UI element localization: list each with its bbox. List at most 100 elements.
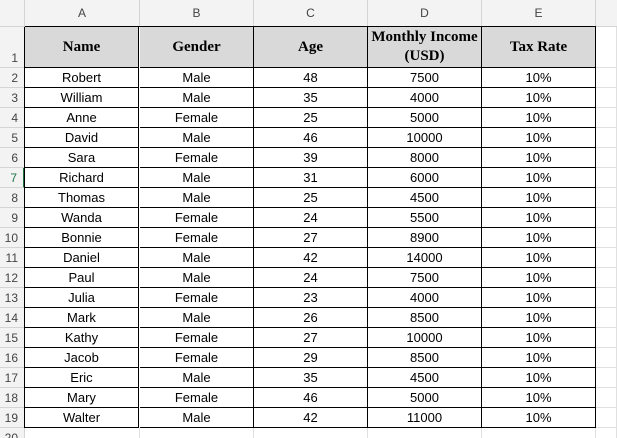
cell[interactable]: 10% (482, 388, 596, 408)
row-header[interactable]: 17 (0, 368, 25, 388)
row-header[interactable]: 12 (0, 268, 25, 288)
column-header[interactable]: C (254, 0, 368, 27)
cell[interactable]: 10% (482, 68, 596, 88)
cell[interactable]: Daniel (25, 248, 139, 268)
row-header[interactable]: 18 (0, 388, 25, 408)
row-header[interactable]: 9 (0, 208, 25, 228)
cell[interactable]: Male (140, 68, 254, 88)
cell[interactable]: Male (140, 188, 254, 208)
row-header[interactable]: 11 (0, 248, 25, 268)
cell[interactable]: 39 (254, 148, 368, 168)
cell[interactable]: Male (140, 248, 254, 268)
cell[interactable]: 10% (482, 128, 596, 148)
cell[interactable]: 35 (254, 368, 368, 388)
cell[interactable]: Robert (25, 68, 139, 88)
row-header[interactable]: 10 (0, 228, 25, 248)
cell[interactable]: 10% (482, 228, 596, 248)
cell[interactable]: 10% (482, 408, 596, 428)
row-header[interactable]: 6 (0, 148, 25, 168)
cell[interactable]: 29 (254, 348, 368, 368)
cell[interactable]: 10000 (368, 128, 482, 148)
cell[interactable]: 10% (482, 268, 596, 288)
cell[interactable]: Kathy (25, 328, 139, 348)
cell[interactable]: 42 (254, 248, 368, 268)
cell[interactable]: Male (140, 128, 254, 148)
cell[interactable]: William (25, 88, 139, 108)
cell[interactable]: Thomas (25, 188, 139, 208)
row-header[interactable]: 4 (0, 108, 25, 128)
cell[interactable]: 10% (482, 208, 596, 228)
cell[interactable]: 5500 (368, 208, 482, 228)
cell[interactable]: 7500 (368, 68, 482, 88)
cell[interactable]: 8900 (368, 228, 482, 248)
cell[interactable]: 25 (254, 108, 368, 128)
cell[interactable]: 6000 (368, 168, 482, 188)
cell[interactable]: Female (140, 348, 254, 368)
cell[interactable]: Mary (25, 388, 139, 408)
column-header[interactable]: D (368, 0, 482, 27)
cell[interactable]: Richard (25, 168, 139, 188)
cell[interactable]: 4000 (368, 288, 482, 308)
cell[interactable]: 31 (254, 168, 368, 188)
cell[interactable]: 10% (482, 188, 596, 208)
cell[interactable]: 10% (482, 288, 596, 308)
row-header[interactable]: 2 (0, 68, 25, 88)
cell[interactable]: 10% (482, 168, 596, 188)
cell[interactable]: 42 (254, 408, 368, 428)
cell[interactable]: 26 (254, 308, 368, 328)
cell[interactable]: Female (140, 288, 254, 308)
cell[interactable]: Female (140, 148, 254, 168)
row-header[interactable]: 15 (0, 328, 25, 348)
cell[interactable]: Anne (25, 108, 139, 128)
cell[interactable]: 5000 (368, 108, 482, 128)
row-header[interactable]: 16 (0, 348, 25, 368)
cell[interactable]: 24 (254, 268, 368, 288)
cell[interactable]: Paul (25, 268, 139, 288)
row-header[interactable]: 8 (0, 188, 25, 208)
column-header[interactable] (596, 0, 617, 27)
cell[interactable]: 10% (482, 88, 596, 108)
cell[interactable]: 24 (254, 208, 368, 228)
row-header[interactable]: 19 (0, 408, 25, 428)
cell[interactable]: 25 (254, 188, 368, 208)
row-header[interactable]: 3 (0, 88, 25, 108)
cell[interactable]: Bonnie (25, 228, 139, 248)
row-header[interactable]: 5 (0, 128, 25, 148)
cell[interactable]: Wanda (25, 208, 139, 228)
cell[interactable]: Male (140, 368, 254, 388)
cell[interactable]: 10% (482, 308, 596, 328)
row-header[interactable]: 1 (0, 27, 25, 68)
row-header[interactable]: 7 (0, 168, 25, 188)
cell[interactable]: Male (140, 88, 254, 108)
cell[interactable]: Female (140, 208, 254, 228)
cell[interactable]: 35 (254, 88, 368, 108)
cell[interactable]: 27 (254, 328, 368, 348)
cell[interactable]: 4500 (368, 368, 482, 388)
cell[interactable]: 10% (482, 328, 596, 348)
cell[interactable]: Male (140, 268, 254, 288)
cell[interactable]: Male (140, 408, 254, 428)
cell[interactable]: 10% (482, 368, 596, 388)
cell[interactable]: 10000 (368, 328, 482, 348)
cell[interactable]: 11000 (368, 408, 482, 428)
cell[interactable]: Walter (25, 408, 139, 428)
cell[interactable]: David (25, 128, 139, 148)
cell[interactable]: 23 (254, 288, 368, 308)
column-header[interactable]: A (25, 0, 140, 27)
cell[interactable]: 10% (482, 348, 596, 368)
cell[interactable]: Sara (25, 148, 139, 168)
cell[interactable]: Female (140, 108, 254, 128)
cell[interactable]: 4000 (368, 88, 482, 108)
corner[interactable] (0, 0, 25, 27)
row-header[interactable]: 13 (0, 288, 25, 308)
cell[interactable]: Eric (25, 368, 139, 388)
cell[interactable]: 46 (254, 128, 368, 148)
column-header[interactable]: E (482, 0, 596, 27)
cell[interactable]: Male (140, 168, 254, 188)
cell[interactable]: 14000 (368, 248, 482, 268)
cell[interactable]: 10% (482, 148, 596, 168)
cell[interactable]: 5000 (368, 388, 482, 408)
cell[interactable]: Male (140, 308, 254, 328)
cell[interactable]: Female (140, 388, 254, 408)
cell[interactable]: Female (140, 228, 254, 248)
